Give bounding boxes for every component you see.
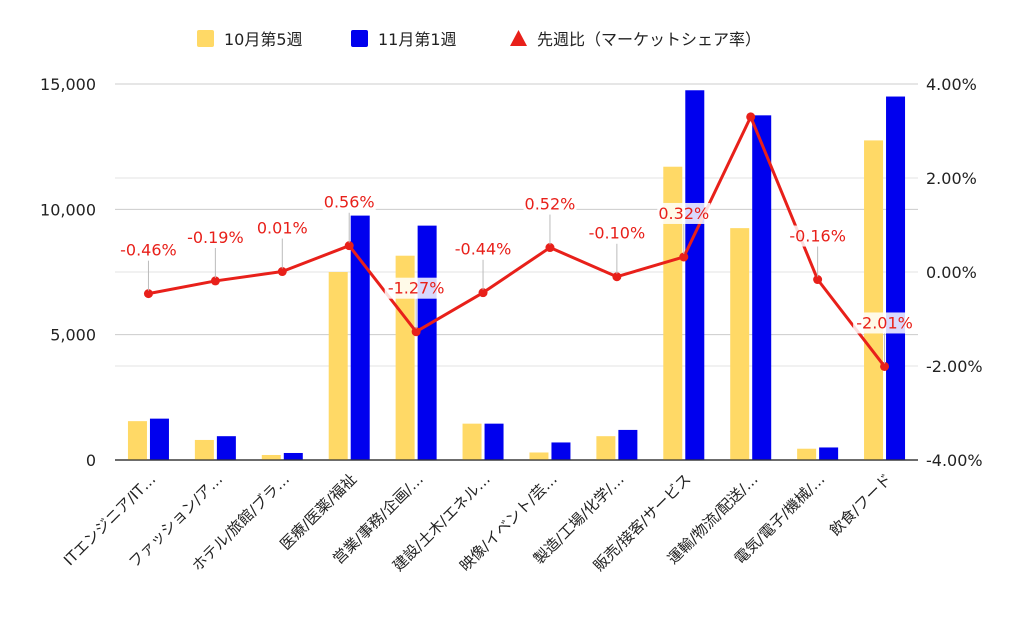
share-point (277, 267, 287, 277)
bar-nov-w1 (283, 452, 303, 460)
share-point (612, 272, 622, 282)
share-point (210, 276, 220, 286)
right-tick-label: 0.00% (926, 263, 977, 282)
legend: 10月第5週 11月第1週 先週比（マーケットシェア率） (197, 30, 761, 49)
legend-triangle-icon (510, 30, 527, 46)
label-backdrop (853, 312, 916, 334)
share-line-path (148, 115, 886, 368)
bar-nov-w1 (484, 423, 504, 460)
legend-swatch (351, 30, 368, 47)
bar-nov-w1 (685, 90, 705, 461)
legend-label: 11月第1週 (378, 30, 457, 49)
bar-oct-w5 (127, 421, 147, 460)
share-point (478, 288, 488, 298)
label-backdrop (585, 222, 649, 244)
share-data-label: -0.16% (789, 227, 846, 246)
share-point (545, 243, 555, 253)
bar-nov-w1 (149, 418, 169, 460)
label-backdrop (117, 239, 180, 261)
label-backdrop (657, 202, 711, 224)
bar-nov-w1 (551, 442, 571, 460)
left-tick-label: 0 (86, 451, 96, 470)
bar-nov-w1 (819, 447, 839, 460)
bar-nov-w1 (618, 429, 638, 460)
bar-oct-w5 (529, 452, 549, 460)
bar-oct-w5 (730, 228, 750, 460)
right-axis: -4.00% -2.00% 0.00% 2.00% 4.00% (926, 75, 983, 470)
share-point (813, 275, 823, 285)
share-data-label: -0.19% (187, 228, 244, 247)
share-point (411, 327, 421, 337)
left-tick-label: 5,000 (50, 326, 96, 345)
category-labels: ITエンジニア/IT…ファッション/ア…ホテル/旅館/ブラ…医療/医薬/福祉営業… (60, 470, 895, 575)
right-tick-label: 4.00% (926, 75, 977, 94)
bars (115, 90, 918, 461)
bar-oct-w5 (797, 448, 817, 460)
label-backdrop (451, 238, 515, 260)
share-data-label: 0.52% (525, 195, 576, 214)
bar-oct-w5 (194, 439, 214, 460)
share-data-label: 0.01% (257, 219, 308, 238)
bar-nov-w1 (417, 225, 437, 460)
right-tick-label: -4.00% (926, 451, 983, 470)
share-point (143, 289, 153, 299)
share-data-label: -0.46% (120, 241, 177, 260)
legend-label: 10月第5週 (224, 30, 303, 49)
share-point (880, 361, 890, 371)
label-backdrop (183, 226, 247, 248)
gridlines (115, 83, 918, 461)
share-data-label: -0.44% (455, 240, 512, 259)
share-data-label: -2.01% (856, 313, 913, 332)
bar-nov-w1 (350, 215, 370, 460)
bar-oct-w5 (261, 454, 281, 460)
category-label: 飲食/フード (826, 470, 895, 539)
legend-label: 先週比（マーケットシェア率） (537, 30, 761, 49)
bar-oct-w5 (395, 255, 415, 460)
share-data-label: 0.56% (324, 193, 375, 212)
share-data-label: 0.32% (658, 204, 709, 223)
right-tick-label: 2.00% (926, 169, 977, 188)
legend-swatch (197, 30, 214, 47)
bar-oct-w5 (462, 423, 482, 460)
share-point (344, 241, 354, 251)
label-backdrop (384, 277, 448, 299)
share-line (143, 112, 890, 371)
share-point (746, 112, 756, 122)
bar-oct-w5 (596, 436, 616, 460)
bar-oct-w5 (328, 272, 348, 460)
left-tick-label: 10,000 (40, 200, 96, 219)
label-backdrop (255, 217, 309, 239)
data-labels: -0.46%-0.19% 0.01%0.56%-1.27%-0.44%0.52%-… (117, 191, 916, 364)
label-backdrop (523, 193, 577, 215)
share-data-label: -0.10% (589, 224, 646, 243)
left-tick-label: 15,000 (40, 75, 96, 94)
label-backdrop (322, 191, 376, 213)
bar-oct-w5 (663, 166, 683, 460)
right-tick-label: -2.00% (926, 357, 983, 376)
bar-nov-w1 (886, 96, 906, 461)
bar-oct-w5 (864, 140, 884, 460)
label-backdrop (786, 225, 850, 247)
bar-nov-w1 (752, 115, 772, 460)
share-data-label: -1.27% (388, 279, 445, 298)
bar-nov-w1 (216, 436, 236, 460)
share-point (679, 252, 689, 262)
left-axis: 0 5,000 10,000 15,000 (40, 75, 96, 470)
